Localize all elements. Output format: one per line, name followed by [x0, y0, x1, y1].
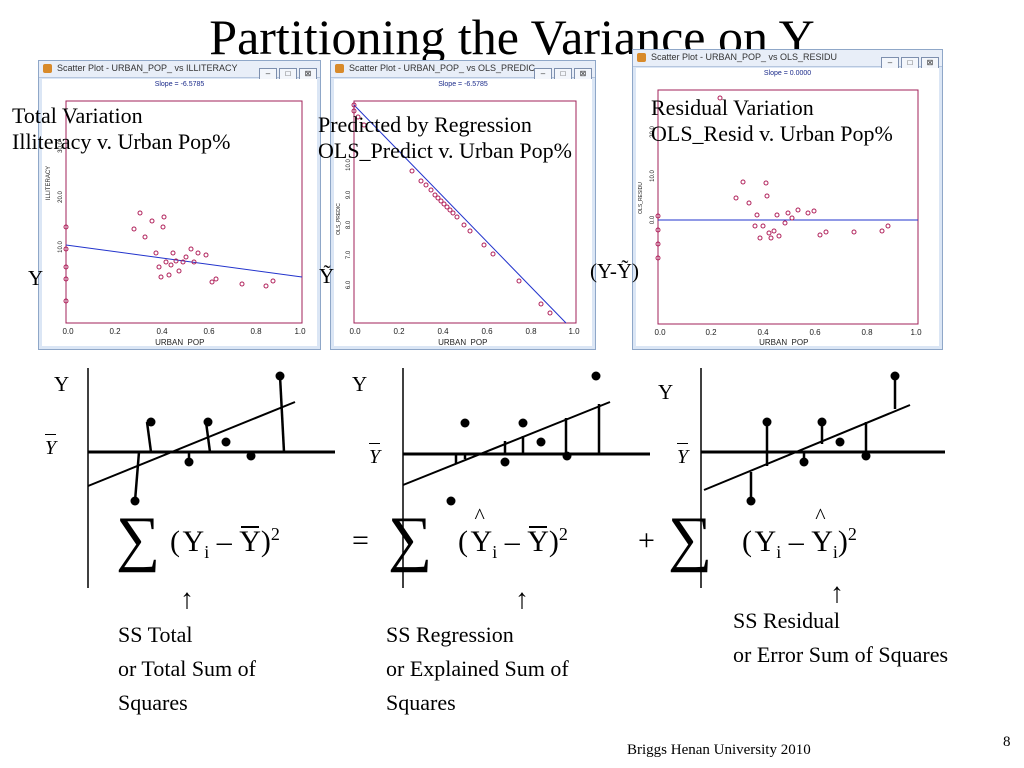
ss-regression-caption: SS Regression or Explained Sum of Square…: [386, 622, 569, 716]
diagram2-ybar-label: Y: [369, 443, 381, 468]
variance-diagrams: [87, 368, 945, 588]
formula-residual-term: ( Yi – Yi)2: [742, 503, 857, 563]
window-titlebar[interactable]: Scatter Plot - URBAN_POP_ vs ILLITERACY …: [39, 61, 320, 81]
app-icon: [637, 53, 646, 62]
x-tick: 1.0: [910, 328, 922, 337]
diagram-residual-points: [746, 371, 900, 506]
diagram3-y-label: Y: [658, 380, 674, 404]
diagram2-y-label: Y: [352, 372, 368, 396]
plot-frame: [657, 89, 919, 325]
window-titlebar[interactable]: Scatter Plot - URBAN_POP_ vs OLS_RESIDU …: [633, 50, 942, 70]
y-tick: 10.0: [650, 170, 656, 182]
arrow-up-icon: ↑: [515, 584, 529, 615]
x-tick: 0.4: [156, 327, 168, 336]
scatter-window-illiteracy[interactable]: Scatter Plot - URBAN_POP_ vs ILLITERACY …: [38, 60, 321, 350]
x-tick: 0.8: [525, 327, 537, 336]
data-points: [655, 95, 891, 261]
y-symbol: Y: [28, 266, 44, 290]
slope-readout: Slope = 0.0000: [763, 70, 812, 77]
formula-regression-term: ( Yi – Y)2: [458, 503, 568, 563]
plus-sign: +: [638, 524, 655, 557]
diagram-regression-points: [446, 371, 601, 506]
scatter-plot-illiteracy: 0.0 0.2 0.4 0.6 0.8 1.0 URBAN_POP_ 10.0 …: [46, 100, 306, 346]
y-tick: 10.0: [58, 241, 64, 253]
data-points: [63, 210, 276, 304]
x-tick: 0.0: [654, 328, 666, 337]
arrow-up-icon: ↑: [180, 584, 194, 615]
y-tick: 8.0: [346, 220, 352, 229]
window-caption: Scatter Plot - URBAN_POP_ vs OLS_PREDIC: [349, 63, 536, 73]
formula-total-term: ( Yi – Y)2: [170, 524, 280, 562]
page-number: 8: [1003, 734, 1011, 750]
window-caption: Scatter Plot - URBAN_POP_ vs ILLITERACY: [57, 63, 238, 73]
regression-line: [353, 104, 567, 324]
window-caption: Scatter Plot - URBAN_POP_ vs OLS_RESIDU: [651, 52, 838, 62]
slope-readout: Slope = -6.5785: [154, 81, 205, 88]
plot-client-area: Slope = 0.0000 0.0 0.2 0.4 0.6 0.8 1.0 U…: [636, 68, 939, 346]
diagram1-y-label: Y: [54, 372, 70, 396]
scatter-plot-residual: 0.0 0.2 0.4 0.6 0.8 1.0 URBAN_POP_ 0.0 1…: [638, 89, 922, 346]
y-axis-label: OLS_RESIDU: [638, 182, 644, 214]
plot-client-area: Slope = -6.5785 0.0 0.2 0.4 0.6 0.8 1.0 …: [334, 79, 592, 346]
regression-line: [65, 244, 303, 278]
x-tick: 0.0: [62, 327, 74, 336]
y-axis-label: ILLITERACY: [46, 166, 52, 200]
x-tick: 0.6: [809, 328, 821, 337]
ss-residual-caption: SS Residual or Error Sum of Squares: [733, 608, 949, 668]
app-icon: [43, 64, 52, 73]
diagram1-ybar-label: Y: [45, 434, 57, 459]
x-tick: 0.2: [705, 328, 717, 337]
scatter-plot-predicted: 0.0 0.2 0.4 0.6 0.8 1.0 URBAN_POP_ 6.0 7…: [336, 100, 580, 346]
x-axis-label: URBAN_POP_: [155, 338, 209, 346]
total-variation-label: Total Variation Illiteracy v. Urban Pop%: [12, 103, 231, 154]
y-tick: 30.0: [58, 141, 64, 153]
data-points: [351, 102, 553, 316]
y-tilde-symbol: Ỹ: [319, 264, 335, 288]
diagram-regression: [402, 368, 650, 588]
y-tick: 20.0: [650, 126, 656, 138]
x-axis-label: URBAN_POP_: [759, 338, 813, 346]
plot-frame: [65, 100, 303, 324]
y-tick: 7.0: [346, 250, 352, 259]
equals-sign: =: [352, 524, 369, 557]
x-tick: 0.4: [437, 327, 449, 336]
x-axis-label: URBAN_POP_: [438, 338, 492, 346]
diagram-total: [87, 368, 335, 588]
residual-symbol: (Y-Ỹ): [590, 259, 639, 283]
arrow-up-icon: ↑: [830, 578, 844, 609]
plot-frame: [353, 100, 577, 324]
diagram3-ybar-label: Y: [677, 443, 689, 468]
scatter-window-predicted[interactable]: Scatter Plot - URBAN_POP_ vs OLS_PREDIC …: [330, 60, 596, 350]
x-tick: 0.0: [349, 327, 361, 336]
y-axis-label: OLS_PREDIC: [336, 203, 342, 235]
y-tick: 9.0: [346, 190, 352, 199]
sum-symbol-residual: ∑: [668, 505, 713, 573]
y-tick: 6.0: [346, 280, 352, 289]
sum-symbol-total: ∑: [116, 505, 161, 573]
slope-readout: Slope = -6.5785: [438, 81, 488, 88]
y-tick: 10.0: [346, 159, 352, 171]
footer-credit: Briggs Henan University 2010: [627, 742, 811, 758]
scatter-window-residual[interactable]: Scatter Plot - URBAN_POP_ vs OLS_RESIDU …: [632, 49, 943, 350]
x-tick: 0.8: [250, 327, 262, 336]
x-tick: 1.0: [568, 327, 580, 336]
x-tick: 0.6: [481, 327, 493, 336]
x-tick: 1.0: [294, 327, 306, 336]
plot-client-area: Slope = -6.5785 0.0 0.2 0.4 0.6 0.8 1.0 …: [42, 79, 317, 346]
x-tick: 0.6: [203, 327, 215, 336]
x-tick: 0.8: [861, 328, 873, 337]
ss-total-caption: SS Total or Total Sum of Squares: [118, 622, 256, 716]
x-tick: 0.4: [757, 328, 769, 337]
y-tick: 0.0: [650, 215, 656, 224]
predicted-label: Predicted by Regression OLS_Predict v. U…: [318, 112, 572, 163]
x-tick: 0.2: [393, 327, 405, 336]
y-tick: 20.0: [58, 191, 64, 203]
residual-variation-label: Residual Variation OLS_Resid v. Urban Po…: [651, 95, 893, 146]
app-icon: [335, 64, 344, 73]
window-titlebar[interactable]: Scatter Plot - URBAN_POP_ vs OLS_PREDIC …: [331, 61, 595, 81]
x-tick: 0.2: [109, 327, 121, 336]
diagram-total-points: [130, 371, 285, 506]
sum-symbol-regression: ∑: [388, 505, 433, 573]
